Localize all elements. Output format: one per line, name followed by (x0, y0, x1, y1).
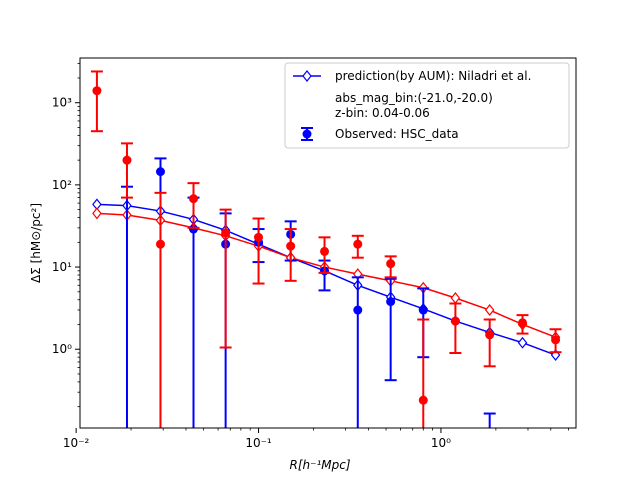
observed-point (418, 305, 428, 315)
observed-point (286, 241, 296, 251)
x-tick-label: 10⁰ (431, 436, 451, 450)
observed-point (418, 395, 428, 405)
observed-point (353, 305, 363, 315)
observed-point (221, 228, 231, 238)
observed-point (92, 86, 102, 96)
y-axis-label: ΔΣ [hM⊙/pc²] (29, 203, 43, 283)
y-tick-label: 10⁰ (52, 342, 72, 356)
tick-layer: 10⁻² 10⁻¹ 10⁰ 10⁰ 10¹ 10² 10³ (52, 63, 569, 450)
legend-observed-label: Observed: HSC_data (335, 127, 459, 141)
observed-point (551, 335, 561, 345)
legend-observed-marker (302, 129, 312, 139)
observed-point (485, 330, 495, 340)
observed-point (122, 155, 132, 165)
legend-abs-mag-bin: abs_mag_bin:(-21.0,-20.0) (335, 91, 493, 105)
prediction-marker (517, 336, 528, 349)
observed-point (386, 259, 396, 269)
x-tick-label: 10⁻² (63, 436, 90, 450)
observed-point (189, 194, 199, 204)
legend-box (284, 62, 570, 149)
legend: prediction(by AUM): Niladri et al. abs_m… (284, 62, 570, 149)
observed-point (386, 297, 396, 307)
y-tick-label: 10² (52, 178, 72, 192)
legend-z-bin: z-bin: 0.04-0.06 (335, 106, 430, 120)
observed-point (155, 167, 165, 177)
observed-point (450, 316, 460, 326)
y-tick-label: 10³ (52, 96, 72, 110)
observed-point (189, 224, 199, 234)
x-axis-label: R[h⁻¹Mpc] (289, 458, 350, 472)
observed-point (254, 232, 264, 242)
prediction-marker (484, 304, 495, 316)
x-tick-label: 10⁻¹ (245, 436, 272, 450)
observed-point (353, 239, 363, 249)
observed-point (518, 318, 528, 328)
plot-area (90, 70, 562, 428)
axes-frame (79, 57, 577, 429)
observed-point (320, 246, 330, 256)
legend-prediction-label: prediction(by AUM): Niladri et al. (335, 69, 531, 83)
prediction-marker (92, 207, 102, 220)
observed-point (155, 239, 165, 249)
y-tick-label: 10¹ (52, 260, 72, 274)
legend-diamond-marker (302, 70, 312, 82)
